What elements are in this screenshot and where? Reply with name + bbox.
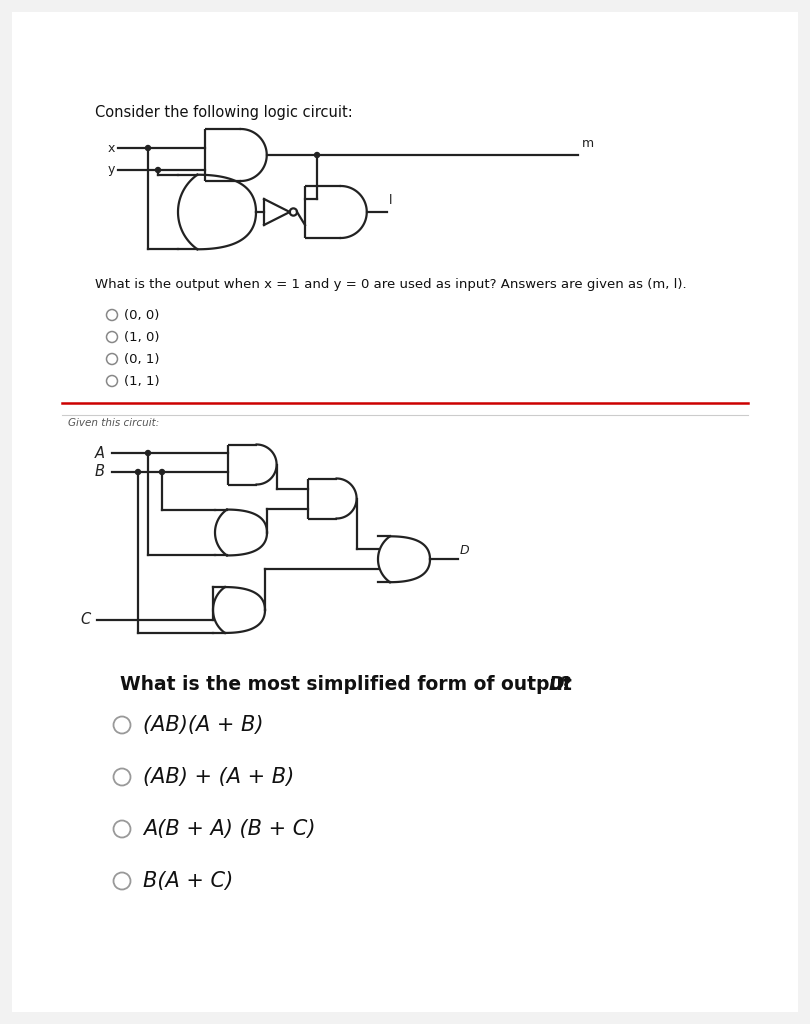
Circle shape	[146, 145, 151, 151]
Text: (AB) + (A + B): (AB) + (A + B)	[143, 767, 294, 787]
Text: What is the output when x = 1 and y = 0 are used as input? Answers are given as : What is the output when x = 1 and y = 0 …	[95, 278, 687, 291]
FancyBboxPatch shape	[12, 12, 798, 1012]
Text: A(B + A) (B + C): A(B + A) (B + C)	[143, 819, 316, 839]
Text: (1, 0): (1, 0)	[124, 331, 160, 343]
Text: (0, 0): (0, 0)	[124, 308, 160, 322]
Text: B: B	[95, 465, 105, 479]
Text: m: m	[582, 137, 594, 150]
Text: A: A	[95, 445, 105, 461]
Text: B(A + C): B(A + C)	[143, 871, 233, 891]
Text: D: D	[549, 675, 565, 694]
Text: (1, 1): (1, 1)	[124, 375, 160, 387]
Text: y: y	[108, 164, 115, 176]
Circle shape	[156, 168, 160, 172]
Text: Given this circuit:: Given this circuit:	[68, 418, 160, 428]
Text: C: C	[80, 612, 90, 628]
Circle shape	[135, 469, 140, 474]
Text: D: D	[460, 544, 470, 557]
Text: Consider the following logic circuit:: Consider the following logic circuit:	[95, 105, 352, 120]
Text: x: x	[108, 141, 115, 155]
Circle shape	[160, 469, 164, 474]
Text: (0, 1): (0, 1)	[124, 352, 160, 366]
Text: ?: ?	[561, 675, 572, 694]
Circle shape	[146, 451, 151, 456]
Text: What is the most simplified form of output: What is the most simplified form of outp…	[120, 675, 578, 694]
Circle shape	[314, 153, 319, 158]
Text: (AB)(A + B): (AB)(A + B)	[143, 715, 263, 735]
Text: l: l	[389, 194, 392, 207]
